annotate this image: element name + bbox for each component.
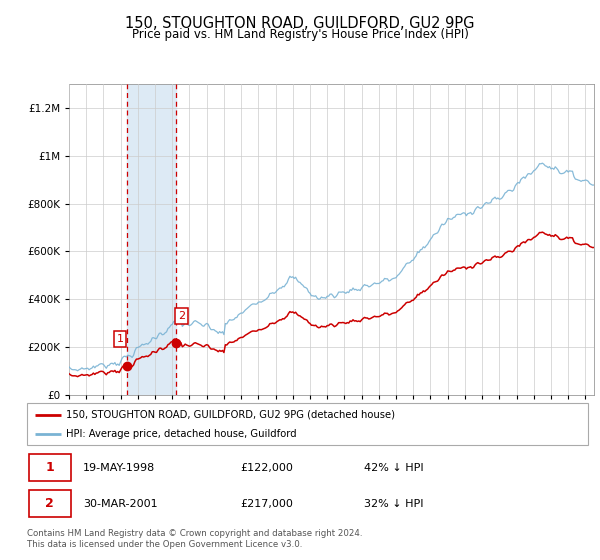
Text: 30-MAR-2001: 30-MAR-2001 — [83, 499, 158, 509]
Text: £217,000: £217,000 — [240, 499, 293, 509]
Bar — [127, 84, 176, 395]
Text: 2: 2 — [45, 497, 54, 511]
Text: 32% ↓ HPI: 32% ↓ HPI — [364, 499, 423, 509]
Text: 2: 2 — [178, 311, 185, 321]
Text: 150, STOUGHTON ROAD, GUILDFORD, GU2 9PG (detached house): 150, STOUGHTON ROAD, GUILDFORD, GU2 9PG … — [66, 409, 395, 419]
Text: 19-MAY-1998: 19-MAY-1998 — [83, 463, 155, 473]
Text: Price paid vs. HM Land Registry's House Price Index (HPI): Price paid vs. HM Land Registry's House … — [131, 28, 469, 41]
Text: 1: 1 — [45, 461, 54, 474]
FancyBboxPatch shape — [29, 454, 71, 481]
Text: 42% ↓ HPI: 42% ↓ HPI — [364, 463, 423, 473]
FancyBboxPatch shape — [29, 491, 71, 517]
Text: Contains HM Land Registry data © Crown copyright and database right 2024.
This d: Contains HM Land Registry data © Crown c… — [27, 529, 362, 549]
FancyBboxPatch shape — [27, 403, 588, 445]
Text: £122,000: £122,000 — [240, 463, 293, 473]
Text: 150, STOUGHTON ROAD, GUILDFORD, GU2 9PG: 150, STOUGHTON ROAD, GUILDFORD, GU2 9PG — [125, 16, 475, 31]
Text: HPI: Average price, detached house, Guildford: HPI: Average price, detached house, Guil… — [66, 429, 297, 439]
Text: 1: 1 — [116, 334, 124, 344]
